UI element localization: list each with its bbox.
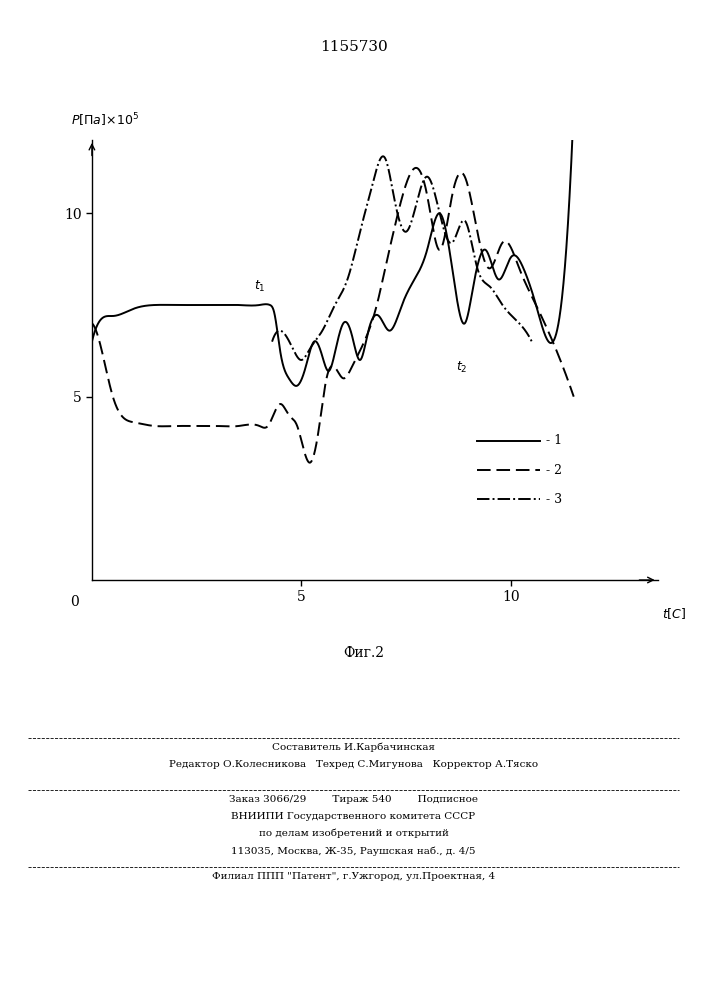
Text: по делам изобретений и открытий: по делам изобретений и открытий [259, 829, 448, 838]
Text: $t[C]$: $t[C]$ [662, 606, 686, 621]
Text: $t_1$: $t_1$ [254, 279, 265, 294]
Text: Составитель И.Карбачинская: Составитель И.Карбачинская [272, 743, 435, 752]
Text: - 2: - 2 [547, 464, 563, 477]
Text: 113035, Москва, Ж-35, Раушская наб., д. 4/5: 113035, Москва, Ж-35, Раушская наб., д. … [231, 846, 476, 856]
Text: - 3: - 3 [547, 493, 563, 506]
Text: Филиал ППП "Патент", г.Ужгород, ул.Проектная, 4: Филиал ППП "Патент", г.Ужгород, ул.Проек… [212, 872, 495, 881]
Text: - 1: - 1 [547, 434, 563, 447]
Text: Фиг.2: Фиг.2 [344, 646, 385, 660]
Text: $P[\Pi a]\!\times\!10^5$: $P[\Pi a]\!\times\!10^5$ [71, 111, 139, 129]
Text: $t_2$: $t_2$ [457, 360, 468, 375]
Text: 1155730: 1155730 [320, 40, 387, 54]
Text: 0: 0 [71, 595, 79, 609]
Text: Заказ 3066/29        Тираж 540        Подписное: Заказ 3066/29 Тираж 540 Подписное [229, 795, 478, 804]
Text: Редактор О.Колесникова   Техред С.Мигунова   Корректор А.Тяско: Редактор О.Колесникова Техред С.Мигунова… [169, 760, 538, 769]
Text: ВНИИПИ Государственного комитета СССР: ВНИИПИ Государственного комитета СССР [231, 812, 476, 821]
